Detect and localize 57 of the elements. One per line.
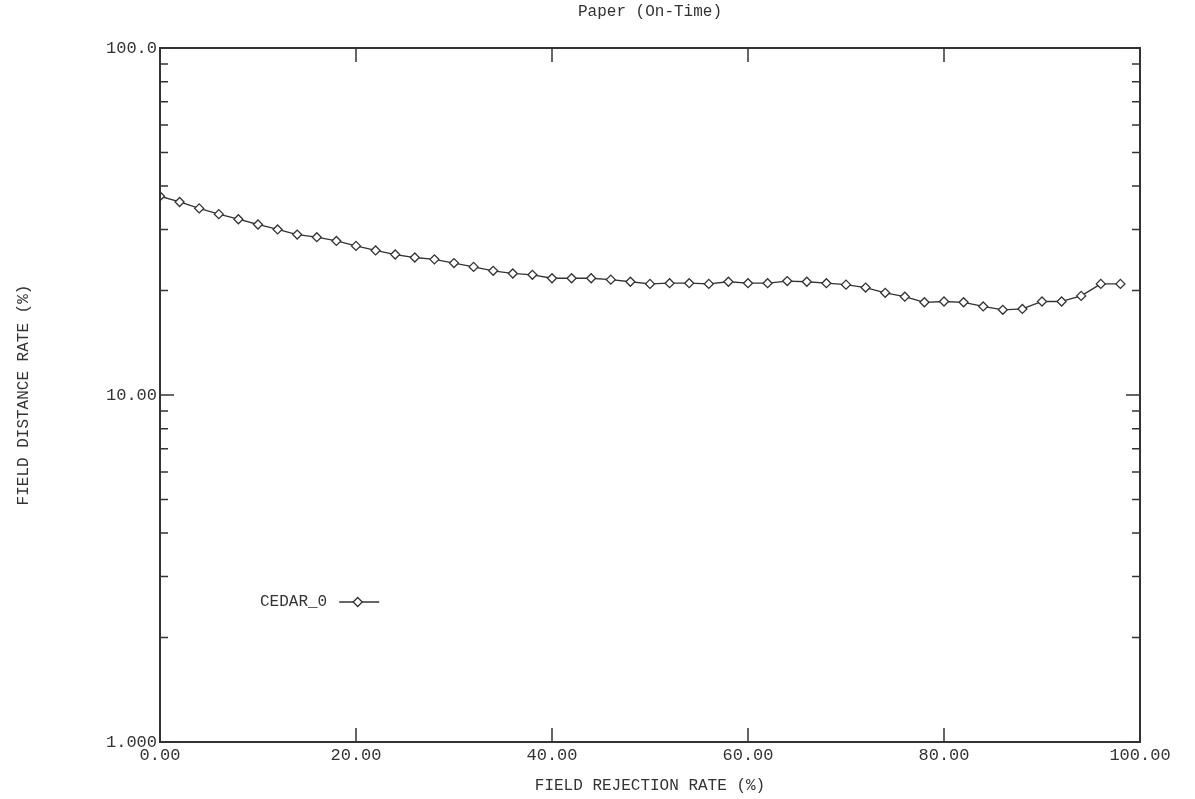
- point: [370, 245, 381, 256]
- point: [566, 273, 577, 284]
- point: [605, 274, 616, 285]
- point: [350, 240, 362, 252]
- point: [723, 276, 734, 287]
- point: [488, 265, 499, 276]
- point: [1115, 278, 1126, 290]
- point: [821, 278, 832, 289]
- point: [546, 273, 558, 284]
- y-axis-title: FIELD DISTANCE RATE (%): [15, 284, 34, 506]
- point: [586, 273, 597, 284]
- point: [292, 229, 303, 240]
- point: [1095, 278, 1106, 290]
- point: [174, 196, 185, 208]
- point: [625, 276, 636, 287]
- legend-label: CEDAR_0: [260, 593, 328, 612]
- point: [978, 301, 989, 312]
- point: [527, 269, 538, 280]
- point: [311, 232, 322, 243]
- point: [507, 268, 518, 279]
- point: [899, 291, 910, 302]
- point: [331, 235, 342, 247]
- point: [644, 278, 656, 290]
- y-tick-label: 100.0: [105, 38, 157, 58]
- point: [1076, 290, 1087, 302]
- point: [664, 278, 675, 289]
- point: [390, 249, 401, 260]
- x-tick-label: 80.00: [918, 745, 970, 765]
- point: [703, 278, 714, 290]
- x-tick-label: 100.00: [1109, 745, 1171, 765]
- point: [233, 214, 244, 225]
- x-tick-label: 20.00: [330, 745, 382, 765]
- point: [860, 282, 871, 293]
- point: [684, 278, 695, 289]
- point: [1017, 303, 1028, 315]
- x-tick-label: 60.00: [722, 745, 774, 765]
- point: [801, 276, 812, 287]
- x-tick-label: 40.00: [526, 745, 578, 765]
- point: [880, 287, 891, 298]
- point: [762, 278, 773, 289]
- point: [409, 252, 420, 263]
- point: [468, 261, 479, 273]
- x-axis-title: FIELD REJECTION RATE (%): [534, 777, 766, 796]
- point: [919, 297, 930, 308]
- point: [1056, 296, 1067, 307]
- point: [272, 224, 283, 235]
- point: [997, 304, 1008, 315]
- point: [958, 297, 969, 308]
- chart-title: Paper (On-Time): [577, 3, 723, 22]
- point: [429, 254, 440, 265]
- point: [742, 278, 754, 289]
- point: [194, 203, 205, 214]
- point: [448, 257, 460, 269]
- y-tick-label: 10.00: [105, 385, 157, 405]
- point: [782, 275, 793, 287]
- point: [213, 209, 224, 220]
- point: [840, 279, 852, 290]
